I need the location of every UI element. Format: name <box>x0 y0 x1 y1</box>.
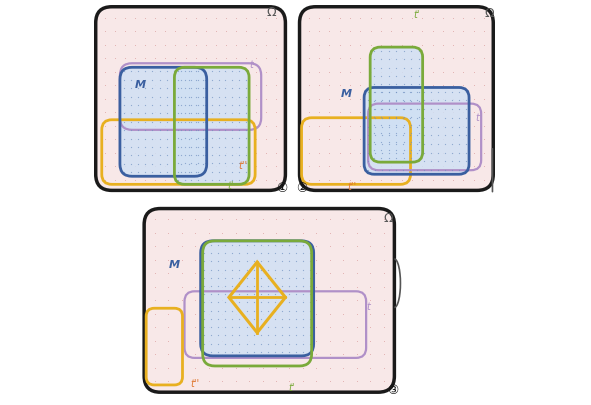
Text: M: M <box>340 89 352 98</box>
Text: Ω: Ω <box>384 212 393 225</box>
Text: ①: ① <box>276 182 287 195</box>
FancyBboxPatch shape <box>144 209 394 392</box>
Text: t'': t'' <box>238 161 248 171</box>
FancyBboxPatch shape <box>174 67 249 184</box>
Text: Ω: Ω <box>485 7 494 20</box>
Text: t': t' <box>288 383 295 393</box>
FancyBboxPatch shape <box>300 7 493 190</box>
Text: t'': t'' <box>190 379 199 389</box>
Text: ③: ③ <box>387 384 398 396</box>
Text: M: M <box>135 81 145 90</box>
Text: t: t <box>366 303 370 312</box>
Text: t': t' <box>413 10 420 20</box>
FancyBboxPatch shape <box>120 67 207 176</box>
FancyBboxPatch shape <box>96 7 285 190</box>
Text: t'': t'' <box>348 182 356 192</box>
FancyBboxPatch shape <box>201 241 314 356</box>
FancyBboxPatch shape <box>364 87 469 174</box>
Text: t: t <box>475 113 479 123</box>
Text: t': t' <box>228 181 234 191</box>
Text: t: t <box>249 60 253 70</box>
Text: ②: ② <box>296 182 307 195</box>
Text: M: M <box>169 260 180 270</box>
Text: Ω: Ω <box>267 6 276 19</box>
FancyBboxPatch shape <box>370 47 423 162</box>
